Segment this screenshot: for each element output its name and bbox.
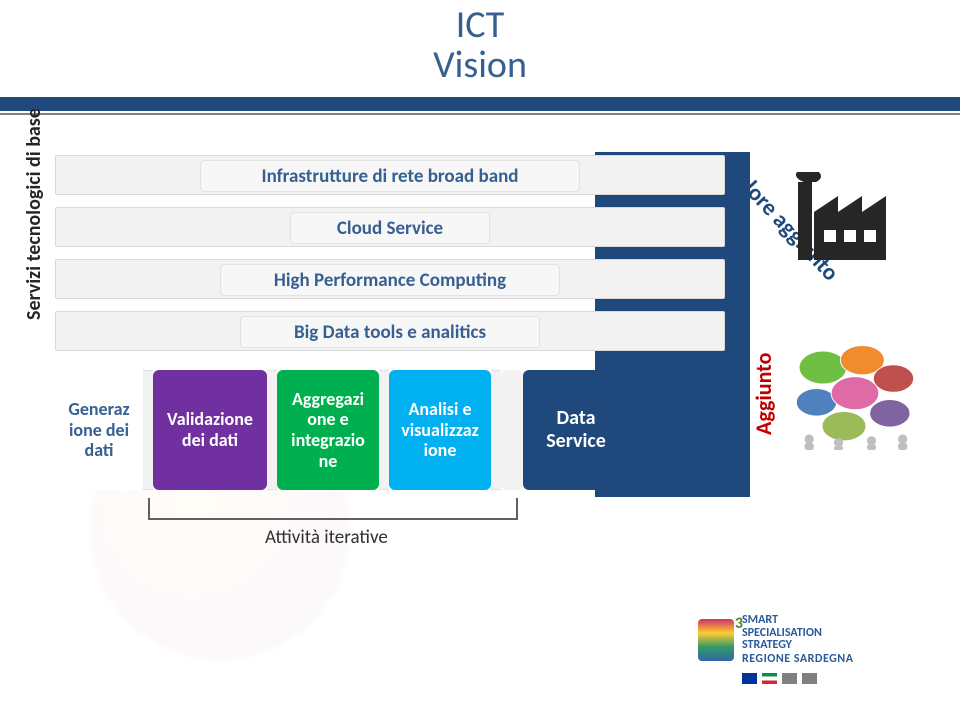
speech-bubbles-icon [790, 340, 920, 450]
pipeline-step-label: Data Service [546, 407, 606, 453]
service-layer-label: High Performance Computing [220, 264, 560, 296]
iterative-bracket [148, 498, 518, 520]
step-gap [379, 370, 389, 490]
pipeline-step-label: Validazione dei dati [167, 409, 253, 450]
pipeline-step-label: Aggregazi one e integrazio ne [291, 389, 365, 472]
iterative-label: Attività iterative [265, 526, 388, 549]
value-added-side: Aggiunto [750, 353, 777, 435]
s3-badge-icon [698, 619, 734, 661]
service-layer-label: Cloud Service [290, 212, 490, 244]
pipeline-step: Generaz ione dei dati [55, 370, 143, 490]
footer-mini-logos [742, 673, 817, 684]
footer-region: REGIONE SARDEGNA [742, 652, 853, 666]
left-axis-label: Servizi tecnologici di base [22, 108, 46, 320]
service-layer: Infrastrutture di rete broad band [55, 155, 725, 195]
footer-brand-3: STRATEGY [742, 639, 853, 652]
service-layer-label: Big Data tools e analitics [240, 316, 540, 348]
pipeline-step: Validazione dei dati [153, 370, 267, 490]
header-rule-thick [0, 97, 960, 111]
service-layer: High Performance Computing [55, 259, 725, 299]
pipeline-step: Data Service [523, 370, 629, 490]
service-layers: Infrastrutture di rete broad band Cloud S… [55, 155, 725, 363]
eu-flag-icon [742, 673, 757, 684]
service-layer-label: Infrastrutture di rete broad band [200, 160, 580, 192]
pipeline-steps: Generaz ione dei dati Validazione dei dat… [55, 370, 629, 490]
footer-logo: SMART SPECIALISATION STRATEGY REGIONE SA… [698, 614, 938, 692]
service-layer: Cloud Service [55, 207, 725, 247]
pipeline-step: Aggregazi one e integrazio ne [277, 370, 379, 490]
step-gap [267, 370, 277, 490]
factory-icon [792, 172, 892, 262]
s3-logo: SMART SPECIALISATION STRATEGY REGIONE SA… [698, 614, 853, 666]
pipeline-step-label: Generaz ione dei dati [68, 399, 129, 461]
title-line-2: Vision [433, 42, 527, 88]
footer-brand-1: SMART [742, 614, 853, 627]
service-layer: Big Data tools e analitics [55, 311, 725, 351]
page-title: ICT Vision [0, 6, 960, 86]
pipeline-step [501, 370, 523, 490]
pipeline-step: Analisi e visualizzaz ione [389, 370, 491, 490]
region-logo-icon [802, 673, 817, 684]
italy-flag-icon [762, 673, 777, 684]
header-rule-thin [0, 113, 960, 115]
pipeline-step-label: Analisi e visualizzaz ione [401, 399, 479, 461]
step-gap [491, 370, 501, 490]
gov-logo-icon [782, 673, 797, 684]
step-gap [143, 370, 153, 490]
